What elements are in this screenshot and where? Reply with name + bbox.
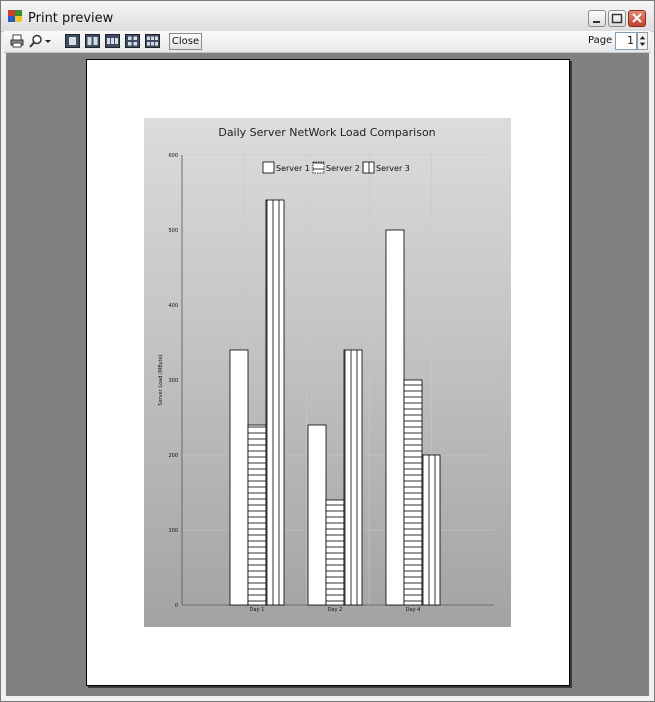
bar-server-1-day-4 <box>385 229 405 606</box>
printer-icon[interactable] <box>10 34 24 48</box>
bar-server-2-day-2 <box>325 499 345 606</box>
legend-swatch <box>312 161 325 174</box>
chart: Daily Server NetWork Load Comparison Ser… <box>144 118 511 627</box>
legend-label: Server 3 <box>376 164 410 173</box>
close-icon <box>632 13 642 23</box>
window-title: Print preview <box>28 11 114 26</box>
six-pages-icon[interactable] <box>145 34 160 48</box>
chart-title: Daily Server NetWork Load Comparison <box>218 126 435 139</box>
y-tick-label: 0 <box>175 603 178 609</box>
y-axis-label: Server Load (MByte) <box>158 354 164 405</box>
close-window-button[interactable] <box>628 10 646 27</box>
zoom-icon[interactable] <box>29 34 43 48</box>
spin-down-icon[interactable] <box>639 42 646 46</box>
one-page-icon[interactable] <box>65 34 80 48</box>
bar-server-3-day-4 <box>421 454 441 606</box>
minimize-icon <box>593 21 600 23</box>
legend-swatch <box>262 161 275 174</box>
y-tick-label: 400 <box>168 303 178 309</box>
maximize-button[interactable] <box>608 10 626 27</box>
x-tick-label: Day 2 <box>328 607 343 613</box>
legend-swatch <box>362 161 375 174</box>
two-pages-icon[interactable] <box>85 34 100 48</box>
preview-area[interactable]: Daily Server NetWork Load Comparison Ser… <box>6 53 649 696</box>
y-tick-label: 200 <box>168 453 178 459</box>
page-number-input[interactable]: 1 <box>615 32 637 50</box>
page-sheet: Daily Server NetWork Load Comparison Ser… <box>86 59 570 686</box>
x-tick-label: Day 1 <box>250 607 265 613</box>
app-icon <box>8 10 22 22</box>
maximize-icon <box>611 13 623 24</box>
spin-up-icon[interactable] <box>639 36 646 40</box>
x-tick-label: Day 4 <box>406 607 421 613</box>
dropdown-arrow-icon[interactable] <box>44 34 52 48</box>
page-label: Page <box>588 35 613 46</box>
bar-server-1-day-1 <box>229 349 249 606</box>
title-bar[interactable]: Print preview <box>1 1 654 32</box>
bar-server-1-day-2 <box>307 424 327 606</box>
four-pages-icon[interactable] <box>125 34 140 48</box>
close-button[interactable]: Close <box>169 33 202 50</box>
minimize-button[interactable] <box>588 10 606 27</box>
page-spinner[interactable] <box>637 32 648 50</box>
bar-server-3-day-1 <box>265 199 285 606</box>
y-tick-label: 300 <box>168 378 178 384</box>
bar-server-2-day-1 <box>247 424 267 606</box>
y-tick-label: 600 <box>168 153 178 159</box>
three-pages-icon[interactable] <box>105 34 120 48</box>
y-tick-label: 500 <box>168 228 178 234</box>
bar-server-3-day-2 <box>343 349 363 606</box>
legend-label: Server 2 <box>326 164 360 173</box>
legend-label: Server 1 <box>276 164 310 173</box>
y-tick-label: 100 <box>168 528 178 534</box>
toolbar: Close Page 1 <box>4 31 651 53</box>
bar-server-2-day-4 <box>403 379 423 606</box>
